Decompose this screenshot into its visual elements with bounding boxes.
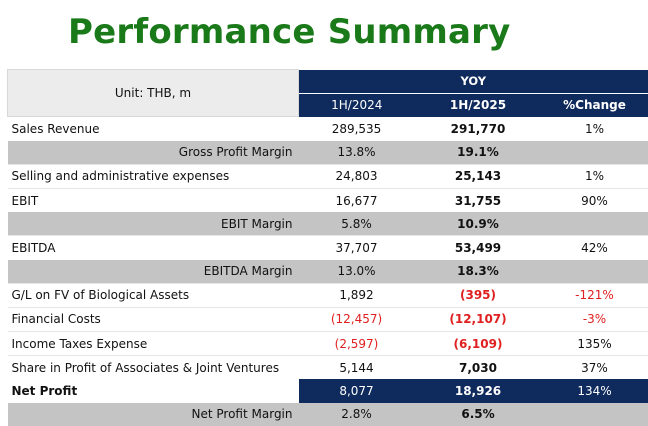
value-change xyxy=(541,259,648,284)
value-1h2025: (12,107) xyxy=(414,306,542,332)
unit-label: Unit: THB, m xyxy=(7,68,299,118)
value-1h2024: 5,144 xyxy=(298,355,415,380)
value-1h2025: (395) xyxy=(414,282,542,308)
margin-row: Net Profit Margin 2.8% 6.5% xyxy=(7,402,648,426)
row-label: Net Profit Margin xyxy=(7,402,299,426)
page-title: Performance Summary xyxy=(68,12,511,52)
value-change xyxy=(541,140,648,165)
value-1h2024: 16,677 xyxy=(298,187,415,213)
yoy-group-header: YOY xyxy=(298,69,648,94)
performance-table: Unit: THB, m YOY 1H/2024 1H/2025 %Change… xyxy=(7,68,648,426)
value-change: -121% xyxy=(541,282,648,308)
margin-row: EBIT Margin 5.8% 10.9% xyxy=(7,212,648,236)
value-1h2024: 13.0% xyxy=(298,259,415,284)
value-1h2024: 24,803 xyxy=(298,163,415,189)
row-label: Sales Revenue xyxy=(7,116,299,141)
value-1h2024: 13.8% xyxy=(298,140,415,165)
row-label: EBIT xyxy=(7,187,299,213)
table-row: Income Taxes Expense (2,597) (6,109) 135% xyxy=(7,331,648,356)
value-change: 134% xyxy=(541,379,648,403)
row-label: EBITDA xyxy=(7,235,299,260)
row-label: Share in Profit of Associates & Joint Ve… xyxy=(7,355,299,380)
table-row: EBITDA 37,707 53,499 42% xyxy=(7,235,648,260)
value-change: 90% xyxy=(541,187,648,213)
net-profit-row: Net Profit 8,077 18,926 134% xyxy=(7,379,648,403)
table-row: Selling and administrative expenses 24,80… xyxy=(7,163,648,189)
value-1h2025: 25,143 xyxy=(414,163,542,189)
value-change xyxy=(541,212,648,236)
value-1h2024: 289,535 xyxy=(298,116,415,141)
value-1h2024: 5.8% xyxy=(298,212,415,236)
row-label: EBITDA Margin xyxy=(7,259,299,284)
value-change: 135% xyxy=(541,331,648,356)
row-label: G/L on FV of Biological Assets xyxy=(7,282,299,308)
row-label: Gross Profit Margin xyxy=(7,140,299,165)
value-change: -3% xyxy=(541,306,648,332)
value-change xyxy=(541,402,648,426)
column-header-1h2025: 1H/2025 xyxy=(414,93,542,117)
value-change: 1% xyxy=(541,116,648,141)
table-row: Sales Revenue 289,535 291,770 1% xyxy=(7,116,648,141)
value-1h2025: 6.5% xyxy=(414,402,542,426)
value-1h2025: 19.1% xyxy=(414,140,542,165)
row-label: Income Taxes Expense xyxy=(7,331,299,356)
value-1h2024: (2,597) xyxy=(298,331,415,356)
value-1h2024: 2.8% xyxy=(298,402,415,426)
value-1h2025: 10.9% xyxy=(414,212,542,236)
value-change: 1% xyxy=(541,163,648,189)
value-1h2025: 18,926 xyxy=(414,379,542,403)
table-row: G/L on FV of Biological Assets 1,892 (395)… xyxy=(7,282,648,308)
value-1h2024: 8,077 xyxy=(298,379,415,403)
value-1h2025: 31,755 xyxy=(414,187,542,213)
column-header-1h2024: 1H/2024 xyxy=(298,93,415,117)
row-label: Selling and administrative expenses xyxy=(7,163,299,189)
value-change: 42% xyxy=(541,235,648,260)
value-1h2024: (12,457) xyxy=(298,306,415,332)
value-1h2024: 1,892 xyxy=(298,282,415,308)
value-1h2024: 37,707 xyxy=(298,235,415,260)
table-row: Share in Profit of Associates & Joint Ve… xyxy=(7,355,648,380)
column-header-change: %Change xyxy=(541,93,648,117)
value-1h2025: 53,499 xyxy=(414,235,542,260)
table-row: Financial Costs (12,457) (12,107) -3% xyxy=(7,306,648,332)
row-label: EBIT Margin xyxy=(7,212,299,236)
value-1h2025: 18.3% xyxy=(414,259,542,284)
value-1h2025: 291,770 xyxy=(414,116,542,141)
row-label: Net Profit xyxy=(7,379,299,403)
table-row: EBIT 16,677 31,755 90% xyxy=(7,187,648,213)
row-label: Financial Costs xyxy=(7,306,299,332)
margin-row: Gross Profit Margin 13.8% 19.1% xyxy=(7,140,648,165)
margin-row: EBITDA Margin 13.0% 18.3% xyxy=(7,259,648,284)
value-1h2025: 7,030 xyxy=(414,355,542,380)
value-1h2025: (6,109) xyxy=(414,331,542,356)
value-change: 37% xyxy=(541,355,648,380)
